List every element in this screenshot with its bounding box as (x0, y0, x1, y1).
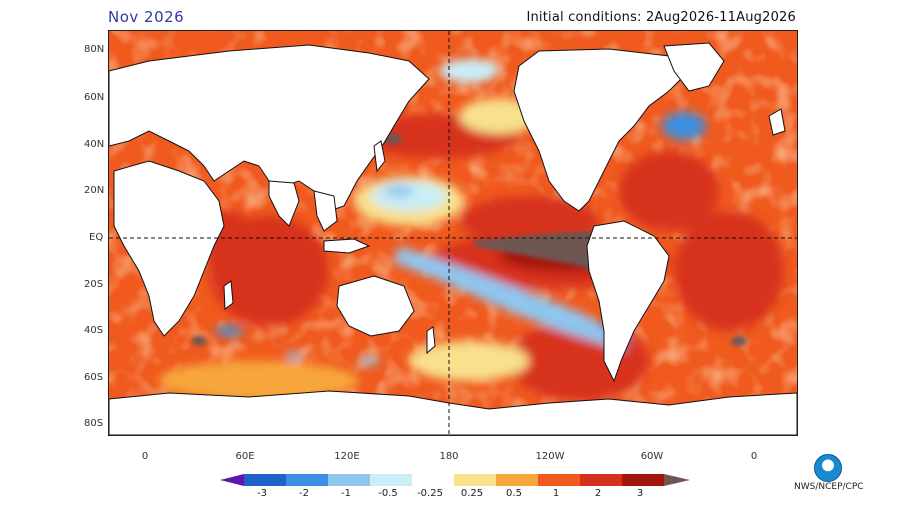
lon-label-120e: 120E (334, 451, 360, 462)
colorbar-label-pos1: 1 (552, 488, 560, 499)
colorbar-seg-pos1 (538, 474, 580, 486)
colorbar-label-pos05: 0.5 (506, 488, 522, 499)
lat-label-60n: 60N (84, 92, 105, 103)
colorbar-label-pos2: 2 (594, 488, 602, 499)
lat-label-80s: 80S (84, 418, 104, 429)
colorbar-label-neg3: -3 (257, 488, 267, 499)
lon-label-120w: 120W (535, 451, 565, 462)
colorbar-seg-neg2 (244, 474, 286, 486)
colorbar-label-neg025: -0.25 (417, 488, 443, 499)
colorbar-seg-pos025 (454, 474, 496, 486)
lat-label-40s: 40S (84, 325, 104, 336)
continents (109, 42, 797, 435)
lat-label-60s: 60S (84, 372, 104, 383)
colorbar-label-pos3: 3 (636, 488, 644, 499)
lat-label-eq: EQ (89, 232, 104, 243)
colorbar-seg-posmax (664, 474, 690, 486)
antarctica-landmass (109, 390, 797, 435)
lon-label-0-east: 0 (750, 451, 758, 462)
colorbar-label-neg05: -0.5 (378, 488, 398, 499)
indonesia-islands (323, 238, 371, 254)
credit-label: NWS/NCEP/CPC (794, 482, 864, 492)
lat-label-80n: 80N (84, 44, 105, 55)
lon-label-60w: 60W (640, 451, 664, 462)
colorbar-label-neg2: -2 (299, 488, 309, 499)
australia-landmass (336, 275, 415, 337)
colorbar-seg-neg025 (370, 474, 412, 486)
noaa-logo-icon (814, 454, 842, 482)
uk-landmass (768, 108, 786, 136)
colorbar-seg-pos05 (496, 474, 538, 486)
india-landmass (268, 180, 300, 227)
initial-conditions-label: Initial conditions: 2Aug2026-11Aug2026 (526, 10, 796, 25)
lat-label-20n: 20N (84, 185, 105, 196)
japan-landmass (373, 140, 386, 173)
sst-anomaly-map (108, 30, 798, 436)
lon-label-0-west: 0 (141, 451, 149, 462)
colorbar-seg-pos2 (580, 474, 622, 486)
colorbar-label-neg1: -1 (341, 488, 351, 499)
colorbar-seg-neg3 (220, 474, 244, 486)
colorbar (220, 474, 690, 486)
colorbar-seg-neg05 (328, 474, 370, 486)
africa-landmass (113, 160, 225, 337)
lon-label-60e: 60E (235, 451, 255, 462)
greenland-landmass (663, 42, 725, 92)
lat-label-40n: 40N (84, 139, 105, 150)
lon-label-180: 180 (439, 451, 459, 462)
colorbar-seg-neg1 (286, 474, 328, 486)
new-zealand-landmass (426, 326, 436, 355)
lat-label-20s: 20S (84, 279, 104, 290)
forecast-month-title: Nov 2026 (108, 8, 185, 26)
madagascar-landmass (223, 280, 234, 310)
south-america-landmass (586, 220, 670, 383)
colorbar-seg-neutral (412, 474, 454, 486)
colorbar-seg-pos3 (622, 474, 664, 486)
colorbar-label-pos025: 0.25 (460, 488, 484, 499)
indochina-landmass (313, 190, 338, 232)
map-canvas (109, 31, 797, 435)
